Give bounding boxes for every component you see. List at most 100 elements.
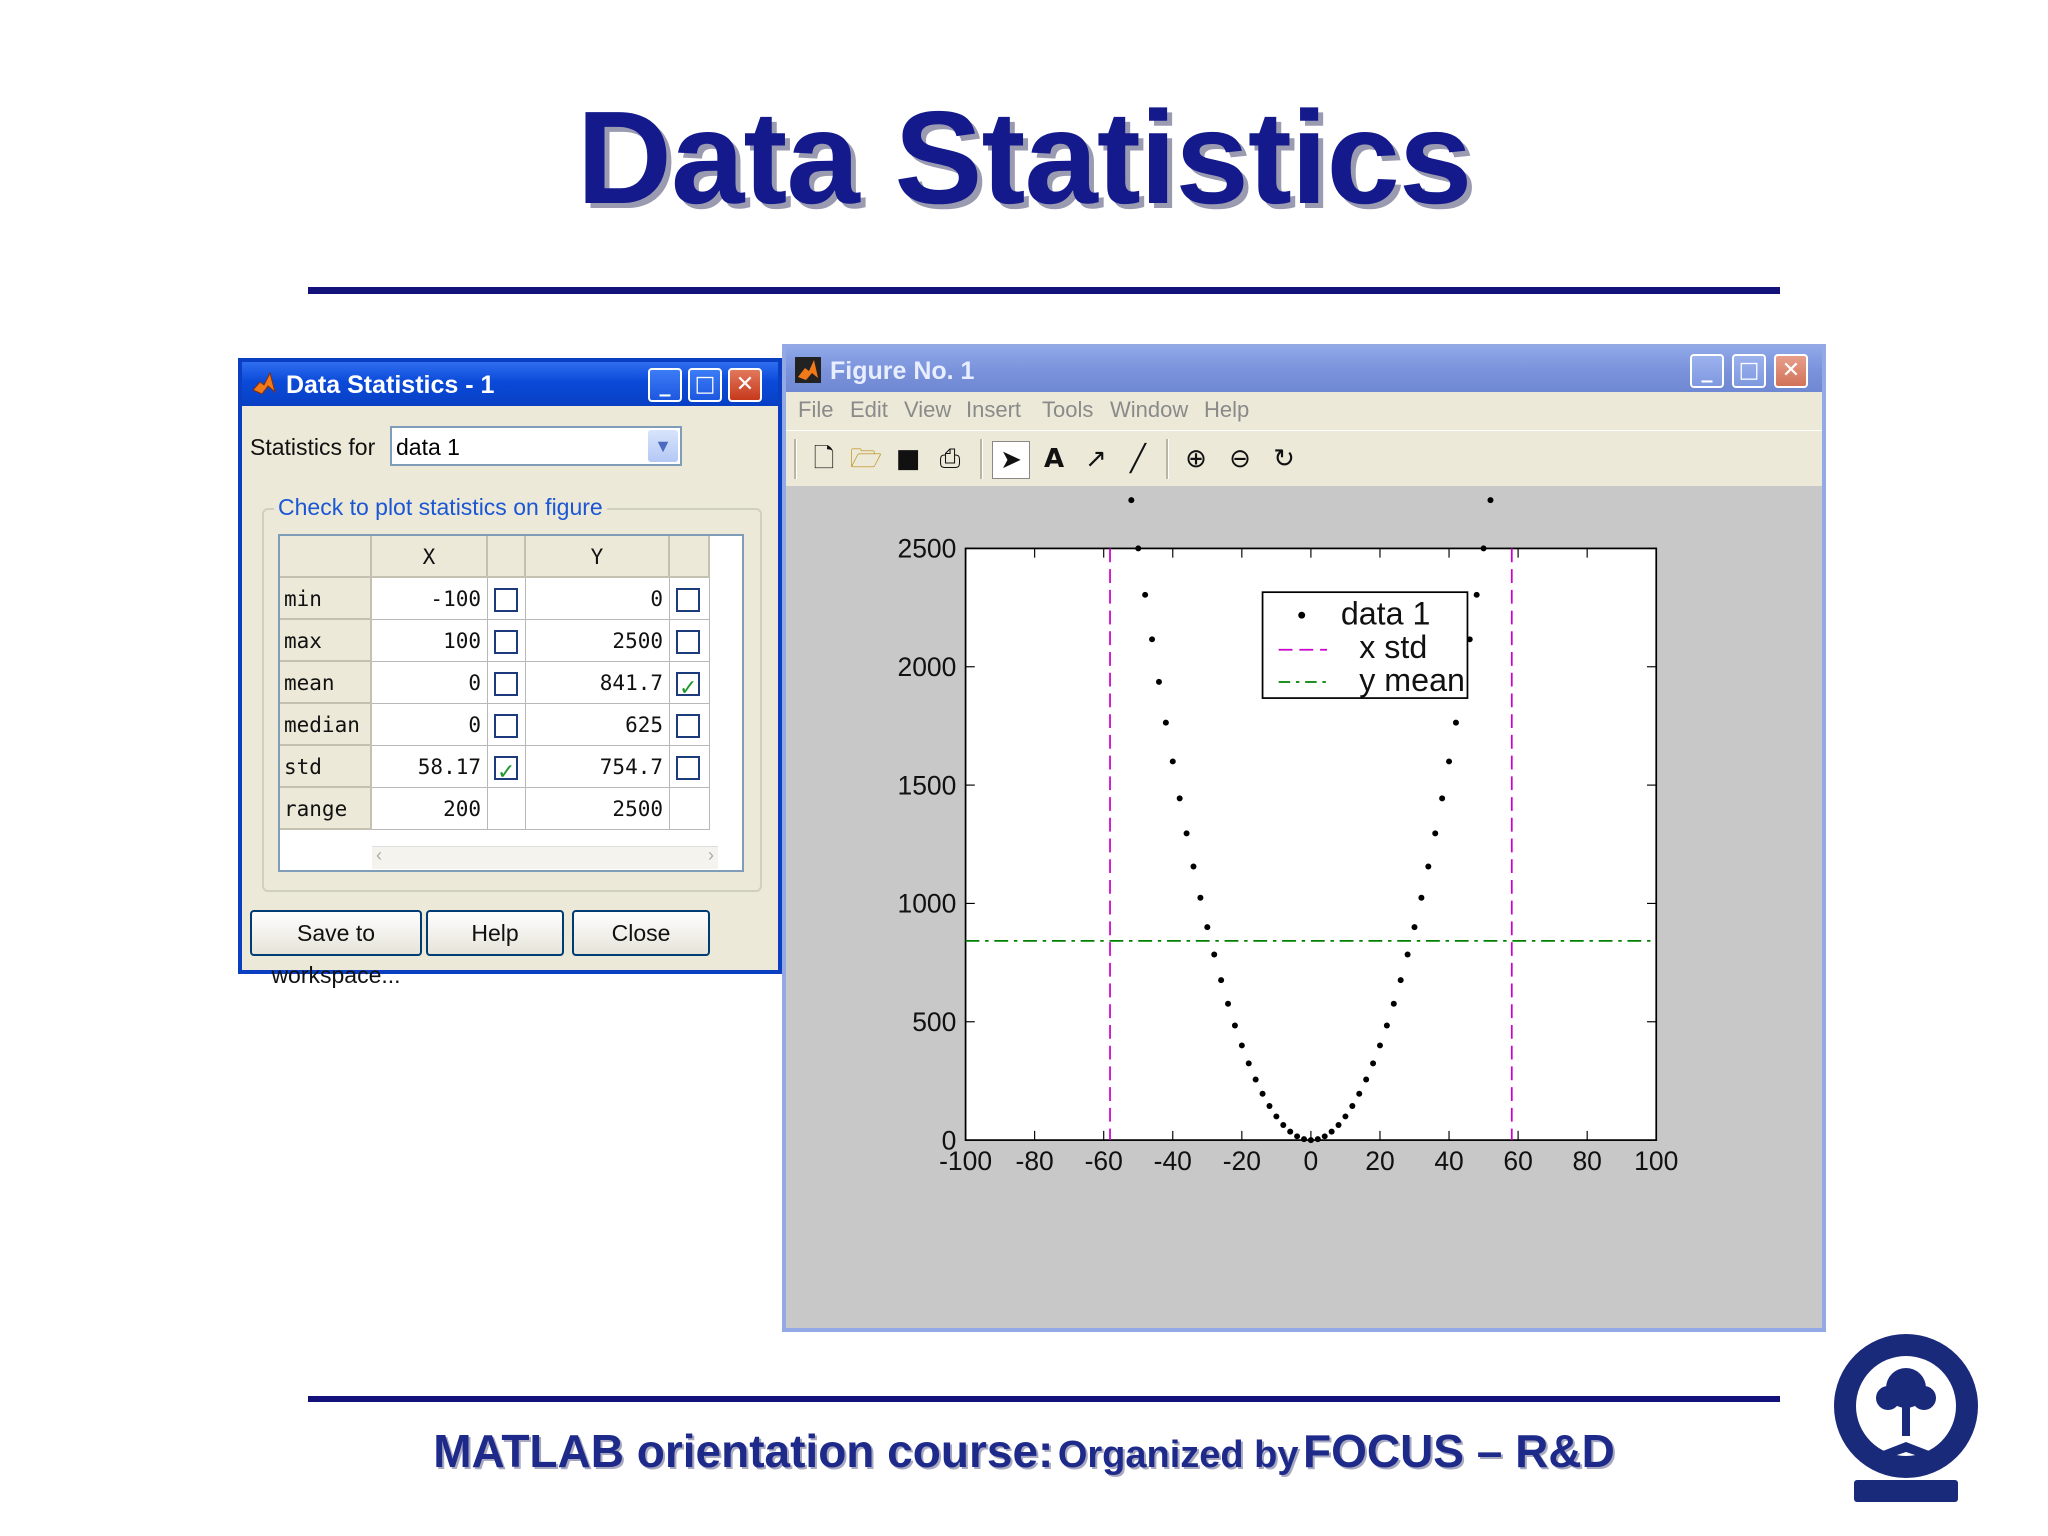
minimize-button[interactable]: _: [1690, 354, 1724, 388]
zoom-out-icon[interactable]: ⊖: [1229, 444, 1251, 474]
column-header-y-check: [670, 536, 710, 578]
plot-x-min-checkbox[interactable]: [494, 588, 518, 612]
menu-insert[interactable]: Insert: [966, 397, 1022, 422]
cell-x-check-min: [488, 578, 526, 620]
menu-edit[interactable]: Edit: [850, 397, 888, 422]
cell-x-check-median: [488, 704, 526, 746]
maximize-button[interactable]: □: [1732, 354, 1766, 388]
cell-x-check-range: [488, 788, 526, 830]
top-divider: [308, 287, 1780, 294]
data-point: [1162, 719, 1169, 726]
data-point: [1390, 1000, 1397, 1007]
data-point: [1280, 1121, 1287, 1128]
new-file-icon[interactable]: 🗋: [813, 444, 835, 474]
x-tick-label: 40: [1434, 1146, 1463, 1176]
close-window-button[interactable]: ✕: [728, 368, 762, 402]
cell-x-check-std: ✓: [488, 746, 526, 788]
insert-line-icon[interactable]: ╱: [1130, 444, 1146, 474]
legend-box: [1261, 591, 1469, 699]
data-point: [1231, 1022, 1238, 1029]
data-point: [1238, 1042, 1245, 1049]
cell-x-range: 200: [372, 788, 488, 830]
plot-x-max-checkbox[interactable]: [494, 630, 518, 654]
data-point: [1411, 924, 1418, 931]
plot-x-std-checkbox[interactable]: ✓: [494, 756, 518, 785]
zoom-in-icon[interactable]: ⊕: [1185, 444, 1207, 474]
stats-window-title: Data Statistics - 1: [286, 371, 495, 399]
data-point: [1314, 1136, 1321, 1143]
menu-help[interactable]: Help: [1204, 397, 1250, 422]
toolbar-separator: [1166, 439, 1169, 479]
minimize-button[interactable]: _: [648, 368, 682, 402]
row-header-range: range: [280, 788, 372, 830]
menu-view[interactable]: View: [904, 397, 952, 422]
rotate-icon[interactable]: ↻: [1273, 444, 1295, 474]
cell-y-check-median: [670, 704, 710, 746]
cell-x-min: -100: [372, 578, 488, 620]
row-header-std: std: [280, 746, 372, 788]
menu-file[interactable]: File: [798, 397, 834, 422]
figure-titlebar[interactable]: Figure No. 1 _ □ ✕: [786, 348, 1822, 392]
menu-window[interactable]: Window: [1110, 397, 1189, 422]
data-point: [1321, 1133, 1328, 1140]
data-point: [1383, 1022, 1390, 1029]
print-icon[interactable]: ⎙: [939, 444, 961, 474]
cell-y-check-mean: ✓: [670, 662, 710, 704]
data-point: [1356, 1090, 1363, 1097]
menu-tools[interactable]: Tools: [1042, 397, 1094, 422]
checkmark-icon: ✓: [497, 760, 516, 785]
institute-logo: [1834, 1334, 1978, 1502]
statistics-for-dropdown[interactable]: data 1 ▼: [390, 426, 682, 466]
data-point: [1328, 1128, 1335, 1135]
open-folder-icon[interactable]: 🗁: [849, 444, 883, 474]
horizontal-scrollbar[interactable]: ‹ ›: [372, 845, 718, 869]
plot-y-median-checkbox[interactable]: [676, 714, 700, 738]
plot-x-median-checkbox[interactable]: [494, 714, 518, 738]
data-point: [1155, 678, 1162, 685]
scroll-right-icon[interactable]: ›: [708, 845, 714, 865]
data-point: [1349, 1103, 1356, 1110]
stats-titlebar[interactable]: Data Statistics - 1 _ □ ✕: [242, 362, 778, 406]
insert-arrow-icon[interactable]: ↗: [1085, 444, 1107, 474]
close-window-button[interactable]: ✕: [1774, 354, 1808, 388]
plot-x-mean-checkbox[interactable]: [494, 672, 518, 696]
row-header-median: median: [280, 704, 372, 746]
data-point: [1376, 1042, 1383, 1049]
figure-canvas: -100 -80 -60 -40 -20 0 20 40 60 80 100 0 500 1000 1500…: [786, 486, 1822, 1328]
data-point: [1287, 1128, 1294, 1135]
figure-menubar: File Edit View Insert Tools Window Help: [786, 392, 1822, 428]
data-point: [1142, 591, 1149, 598]
data-point: [1307, 1137, 1314, 1144]
plot-y-std-checkbox[interactable]: [676, 756, 700, 780]
select-arrow-icon[interactable]: ➤: [992, 441, 1030, 479]
close-button[interactable]: Close: [572, 910, 710, 956]
plot-y-mean-checkbox[interactable]: ✓: [676, 672, 700, 701]
cell-y-std: 754.7: [526, 746, 670, 788]
data-point: [1335, 1121, 1342, 1128]
insert-text-icon[interactable]: A: [1043, 444, 1065, 474]
data-point: [1190, 863, 1197, 870]
slide-title: Data Statistics: [576, 84, 1473, 231]
cell-y-check-max: [670, 620, 710, 662]
scroll-left-icon[interactable]: ‹: [376, 845, 382, 865]
cell-y-check-std: [670, 746, 710, 788]
statistics-table: X Y ‹ › min -100 0 max 100 2500 mean 0 841.7 ✓ med…: [278, 534, 744, 872]
help-button[interactable]: Help: [426, 910, 564, 956]
y-tick-label: 1500: [897, 770, 956, 800]
cell-x-check-max: [488, 620, 526, 662]
table-corner: [280, 536, 372, 578]
cell-y-check-range: [670, 788, 710, 830]
plot-y-min-checkbox[interactable]: [676, 588, 700, 612]
save-to-workspace-button[interactable]: Save to workspace...: [250, 910, 422, 988]
data-point: [1432, 830, 1439, 837]
maximize-button[interactable]: □: [688, 368, 722, 402]
save-icon[interactable]: ■: [895, 444, 921, 474]
y-tick-label: 500: [912, 1007, 956, 1037]
data-point: [1439, 795, 1446, 802]
footer: MATLAB orientation course: Organized by …: [0, 1424, 2048, 1478]
chevron-down-icon[interactable]: ▼: [648, 430, 678, 462]
plot-y-max-checkbox[interactable]: [676, 630, 700, 654]
data-point: [1404, 951, 1411, 958]
bottom-divider: [308, 1396, 1780, 1402]
data-statistics-window: Data Statistics - 1 _ □ ✕ Statistics for…: [238, 358, 782, 988]
